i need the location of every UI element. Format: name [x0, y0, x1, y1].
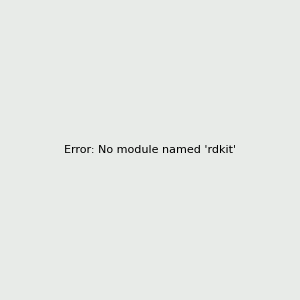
- Text: Error: No module named 'rdkit': Error: No module named 'rdkit': [64, 145, 236, 155]
